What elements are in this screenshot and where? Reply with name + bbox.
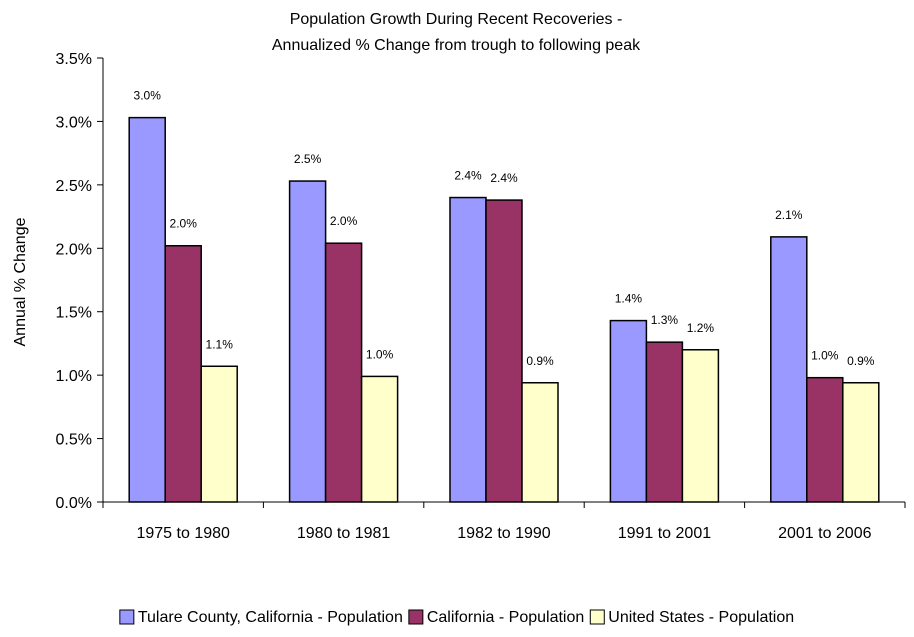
y-tick-label: 1.5%	[56, 305, 92, 322]
y-tick-label: 2.5%	[56, 178, 92, 195]
x-tick-label: 1980 to 1981	[297, 525, 391, 542]
data-label: 2.1%	[775, 208, 803, 222]
data-label: 2.4%	[454, 169, 482, 183]
y-tick-label: 1.0%	[56, 368, 92, 385]
data-label: 1.3%	[651, 313, 679, 327]
bar	[842, 382, 880, 503]
data-label: 1.1%	[206, 337, 234, 351]
bars-group	[128, 116, 880, 503]
data-labels-group: 3.0% 2.0% 1.1% 2.5% 2.0% 1.0% 2.4% 2.4% 0.9% 1.4%…	[134, 89, 875, 368]
bar	[521, 382, 559, 503]
legend-swatch	[589, 609, 605, 625]
bar	[360, 375, 399, 503]
y-tick-label: 3.0%	[56, 114, 92, 131]
x-tick-label: 1991 to 2001	[618, 525, 712, 542]
data-label: 2.0%	[330, 214, 358, 228]
bar	[449, 196, 487, 503]
data-label: 0.9%	[847, 354, 875, 368]
legend-swatch	[408, 609, 424, 625]
data-label: 1.0%	[811, 349, 839, 363]
x-axis: 1975 to 1980 1980 to 1981 1982 to 1990 1991…	[102, 501, 906, 542]
bar	[200, 365, 238, 503]
bar	[645, 341, 684, 503]
x-tick-label: 1975 to 1980	[136, 525, 230, 542]
y-tick-label: 3.5%	[56, 51, 92, 68]
legend-label: Tulare County, California - Population	[138, 609, 403, 626]
x-tick-label: 2001 to 2006	[778, 525, 872, 542]
data-label: 3.0%	[134, 89, 162, 103]
legend: Tulare County, California - Population Ca…	[119, 609, 794, 626]
bar	[681, 349, 720, 503]
y-tick-label: 2.0%	[56, 241, 92, 258]
bar	[770, 236, 808, 503]
y-axis: 0.0% 0.5% 1.0% 1.5% 2.0% 2.5% 3.0% 3.5%	[56, 51, 104, 512]
data-label: 2.0%	[170, 217, 198, 231]
bar	[288, 180, 327, 503]
bar	[324, 242, 363, 503]
data-label: 0.9%	[526, 354, 554, 368]
legend-label: California - Population	[427, 609, 584, 626]
legend-swatch	[119, 609, 135, 625]
bar	[806, 376, 844, 503]
legend-label: United States - Population	[608, 609, 794, 626]
chart-title: Population Growth During Recent Recoveri…	[290, 11, 623, 28]
data-label: 2.5%	[294, 152, 322, 166]
bar	[164, 244, 202, 503]
bar	[609, 319, 648, 503]
y-axis-label: Annual % Change	[12, 217, 29, 346]
data-label: 1.4%	[615, 292, 643, 306]
data-label: 1.0%	[366, 347, 394, 361]
data-label: 1.2%	[687, 321, 715, 335]
x-tick-label: 1982 to 1990	[457, 525, 551, 542]
y-tick-label: 0.5%	[56, 432, 92, 449]
bar	[485, 199, 523, 503]
chart-subtitle: Annualized % Change from trough to follo…	[272, 37, 641, 54]
data-label: 2.4%	[490, 171, 518, 185]
bar	[128, 116, 166, 503]
y-tick-label: 0.0%	[56, 495, 92, 512]
